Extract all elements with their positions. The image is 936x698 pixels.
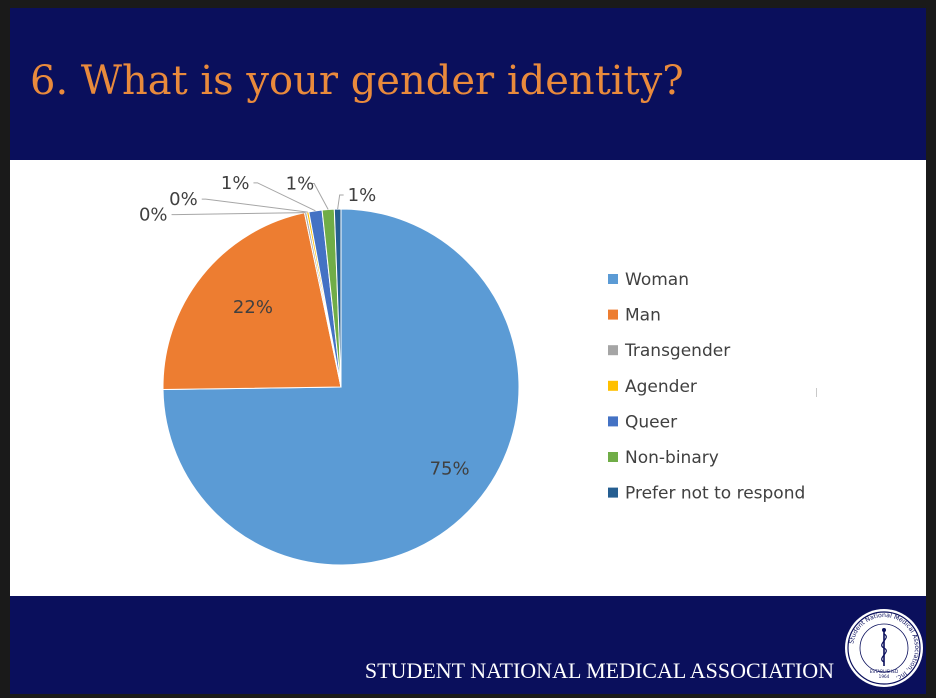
data-labels: 75% 22% 0%0% 1% 1% 1% bbox=[139, 173, 470, 480]
data-label-transgender: 0% bbox=[139, 205, 168, 226]
legend-label-agender: Agender bbox=[625, 377, 697, 397]
legend-label-prefer-not-to-respond: Prefer not to respond bbox=[625, 484, 805, 504]
pie-slice-woman bbox=[162, 208, 520, 566]
data-label-woman: 75% bbox=[430, 458, 470, 479]
legend-label-queer: Queer bbox=[625, 412, 677, 432]
legend-label-woman: Woman bbox=[625, 270, 689, 290]
leader-line-agender bbox=[201, 198, 308, 213]
data-label-prefer-not-to-respond: 1% bbox=[348, 185, 377, 206]
legend-label-non-binary: Non-binary bbox=[625, 448, 719, 468]
association-seal-logo: Student National Medical Association, In… bbox=[845, 609, 923, 687]
stray-mark bbox=[816, 388, 817, 397]
pie-chart: 75% 22% 0%0% 1% 1% 1% Woman Man Transgender Agen… bbox=[139, 173, 817, 566]
legend-swatch-agender bbox=[608, 380, 618, 391]
title-band: 6. What is your gender identity? bbox=[10, 8, 926, 158]
legend-swatch-queer bbox=[608, 416, 618, 427]
leader-line-non-binary bbox=[310, 182, 329, 210]
legend-label-man: Man bbox=[625, 306, 661, 326]
chart-area: 75% 22% 0% 0% 1% 1% 1% Woman Man Transgender Agen… bbox=[10, 160, 926, 596]
footer-band: STUDENT NATIONAL MEDICAL ASSOCIATION Stu… bbox=[10, 596, 926, 694]
organization-name: STUDENT NATIONAL MEDICAL ASSOCIATION bbox=[364, 658, 834, 683]
leader-line-prefer-not-to-respond bbox=[337, 194, 344, 210]
legend-swatch-transgender bbox=[608, 345, 618, 356]
data-label-man: 22% bbox=[233, 297, 273, 318]
leader-line-queer bbox=[253, 182, 316, 212]
svg-text:1964: 1964 bbox=[879, 674, 890, 679]
legend-swatch-prefer-not-to-respond bbox=[608, 487, 618, 498]
legend-label-transgender: Transgender bbox=[624, 341, 730, 361]
svg-text:ESTABLISHED: ESTABLISHED bbox=[870, 669, 899, 674]
slide-title: 6. What is your gender identity? bbox=[30, 58, 684, 104]
slide: 6. What is your gender identity? 75% 22% 0… bbox=[10, 8, 926, 694]
legend: Woman Man Transgender Agender Queer Non-binar… bbox=[608, 270, 805, 504]
pie-slice-man bbox=[162, 212, 342, 391]
legend-swatch-man bbox=[608, 309, 618, 320]
pie-slice-prefer-not-to-respond bbox=[333, 208, 342, 388]
data-label-agender: 0% bbox=[169, 189, 198, 210]
leader-lines bbox=[171, 182, 344, 216]
data-label-queer: 1% bbox=[221, 173, 250, 194]
data-label-non-binary: 1% bbox=[286, 173, 315, 194]
legend-swatch-non-binary bbox=[608, 452, 618, 462]
pie-slices bbox=[162, 208, 520, 566]
legend-swatch-woman bbox=[608, 274, 618, 284]
leader-line-transgender bbox=[171, 212, 306, 216]
